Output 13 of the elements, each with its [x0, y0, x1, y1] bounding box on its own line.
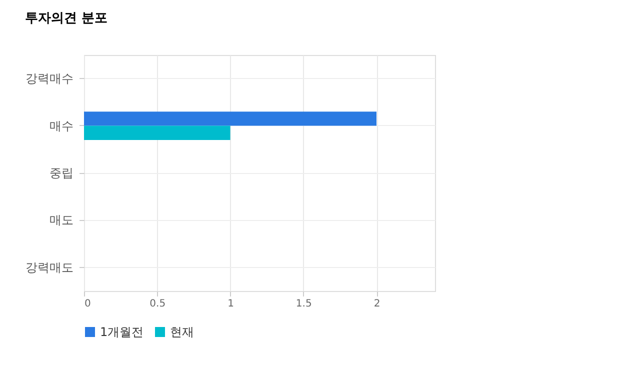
y-tick-label: 강력매수	[26, 72, 74, 86]
x-tick-label: 2	[374, 298, 380, 310]
x-tick-label: 1.5	[296, 298, 312, 310]
x-tick-label: 0.5	[150, 298, 166, 310]
y-tick-label: 강력매도	[26, 260, 74, 274]
chart-title: 투자의견 분포	[25, 11, 108, 26]
legend-label: 1개월전	[100, 325, 144, 339]
y-tick-label: 중립	[50, 166, 74, 180]
x-tick-label: 0	[84, 298, 91, 310]
y-tick-label: 매도	[50, 213, 74, 228]
y-tick-label: 매수	[50, 118, 74, 133]
legend-label: 현재	[170, 325, 194, 339]
x-tick-label: 1	[228, 298, 234, 310]
